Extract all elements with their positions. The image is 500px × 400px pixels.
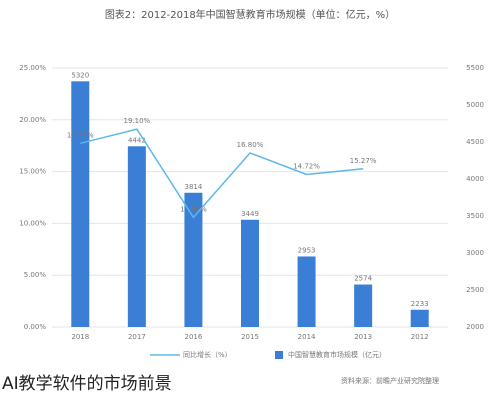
bar-label: 5320 <box>71 71 89 79</box>
x-tick-label: 2017 <box>128 333 146 341</box>
y-tick-label: 20.00% <box>19 116 46 124</box>
x-tick-label: 2013 <box>354 333 372 341</box>
line-label: 16.80% <box>237 141 264 149</box>
legend-swatch <box>275 351 283 359</box>
line-label: 17.73% <box>67 131 94 139</box>
y2-tick-label: 5500 <box>466 64 484 72</box>
bar-label: 2574 <box>354 275 372 283</box>
bar <box>127 146 146 327</box>
y-tick-label: 5.00% <box>24 271 47 279</box>
y-tick-label: 15.00% <box>19 168 46 176</box>
legend-label: 同比增长（%） <box>183 350 232 359</box>
bar <box>354 284 373 327</box>
x-tick-label: 2016 <box>185 333 203 341</box>
bar-label: 3449 <box>241 210 259 218</box>
bar <box>241 219 259 327</box>
y2-tick-label: 5000 <box>466 101 484 109</box>
x-tick-label: 2012 <box>411 333 429 341</box>
y2-tick-label: 4500 <box>466 138 484 146</box>
y2-tick-label: 4000 <box>466 175 484 183</box>
chart-title: 图表2：2012-2018年中国智慧教育市场规模（单位：亿元，%） <box>105 8 395 21</box>
bar-label: 4442 <box>128 136 146 144</box>
bar-label: 2233 <box>411 300 429 308</box>
y2-tick-label: 2000 <box>466 323 484 331</box>
y2-tick-label: 2500 <box>466 286 484 294</box>
source: 资料来源：前瞻产业研究院整理 <box>341 376 439 385</box>
x-tick-label: 2015 <box>241 333 259 341</box>
bar-label: 2953 <box>298 246 316 254</box>
y-tick-label: 10.00% <box>19 219 46 227</box>
legend-label: 中国智慧教育市场规模（亿元） <box>288 350 386 359</box>
x-tick-label: 2014 <box>298 333 316 341</box>
line-label: 10.58% <box>180 205 207 213</box>
x-tick-label: 2018 <box>71 333 89 341</box>
y-tick-label: 25.00% <box>19 64 46 72</box>
y2-tick-label: 3000 <box>466 249 484 257</box>
line-label: 15.27% <box>350 157 377 165</box>
line-label: 19.10% <box>124 117 151 125</box>
line-label: 14.72% <box>293 163 320 171</box>
bar <box>184 192 203 327</box>
y2-tick-label: 3500 <box>466 212 484 220</box>
bar-label: 3814 <box>185 183 203 191</box>
y-tick-label: 0.00% <box>24 323 47 331</box>
caption: AI教学软件的市场前景 <box>2 374 172 394</box>
line <box>80 128 364 219</box>
bar <box>297 256 316 327</box>
bar <box>410 309 429 327</box>
bar <box>71 81 90 327</box>
